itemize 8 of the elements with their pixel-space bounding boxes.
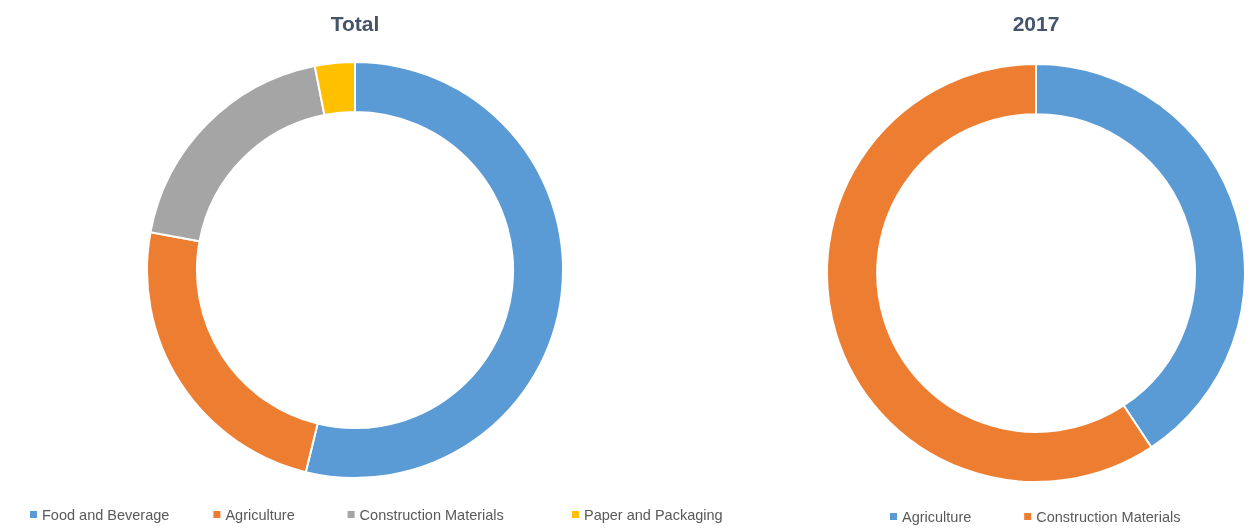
chart-title: Total (330, 12, 380, 35)
legend-label: Agriculture (225, 507, 295, 523)
legend-label: Food and Beverage (42, 507, 170, 523)
legend-label: Paper and Packaging (584, 507, 723, 523)
legend-label: Agriculture (902, 509, 972, 525)
chart-title: 2017 (1012, 12, 1060, 35)
legend-label: Construction Materials (1036, 509, 1181, 525)
legend-label: Construction Materials (359, 507, 504, 523)
